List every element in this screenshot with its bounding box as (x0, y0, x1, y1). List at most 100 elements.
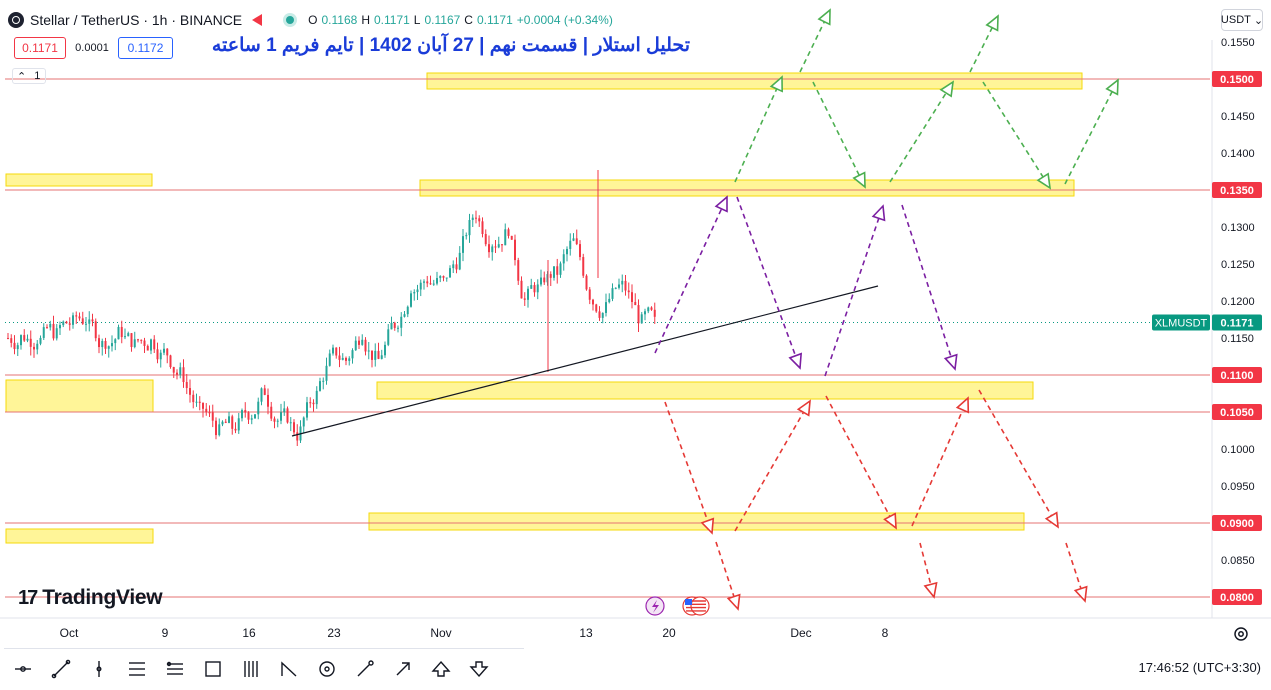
candle-body (650, 307, 653, 310)
clock: 17:46:52 (UTC+3:30) (1138, 660, 1261, 675)
candle-body (475, 217, 477, 219)
green-arrow-6[interactable] (982, 81, 1052, 190)
arrow-up-icon[interactable] (422, 653, 460, 685)
candle-body (263, 388, 266, 395)
long-short-icon[interactable] (232, 653, 270, 685)
y-tick-label: 0.1400 (1221, 148, 1255, 160)
candle-body (491, 246, 494, 253)
zone-5[interactable] (376, 381, 1034, 400)
candle-body (478, 218, 481, 222)
stellar-logo-icon (8, 12, 24, 28)
candle-body (566, 248, 568, 255)
x-tick-label: Oct (60, 626, 79, 640)
zone-1[interactable] (426, 72, 1083, 90)
rectangle-icon[interactable] (194, 653, 232, 685)
buy-button[interactable]: 0.1172 (118, 37, 173, 59)
pattern-icon[interactable] (270, 653, 308, 685)
green-arrow-4[interactable] (889, 80, 955, 183)
candle-body (49, 323, 52, 328)
green-arrow-3[interactable] (812, 81, 866, 189)
candle-body (432, 283, 435, 285)
red-arrow-6[interactable] (919, 542, 938, 599)
green-arrow-2[interactable] (799, 8, 831, 73)
flag-icon[interactable] (252, 14, 263, 26)
green-arrow-1[interactable] (734, 75, 783, 183)
candle-body (10, 338, 13, 343)
candle-body (631, 292, 633, 302)
zone-2[interactable] (5, 173, 153, 187)
candle-body (504, 229, 507, 246)
purple-arrow-3[interactable] (824, 204, 886, 377)
circle-icon[interactable] (308, 653, 346, 685)
green-arrow-5[interactable] (969, 14, 999, 73)
trend-line-icon[interactable] (42, 653, 80, 685)
currency-select[interactable]: USDT ⌄ (1221, 9, 1263, 31)
symbol-header[interactable]: Stellar / TetherUS · 1h · BINANCE O 0.116… (8, 11, 613, 29)
candle-body (293, 422, 295, 433)
candle-body (202, 402, 204, 409)
zone-7[interactable] (5, 528, 154, 544)
candle-body (257, 401, 260, 415)
candle-body (101, 341, 104, 348)
candle-body (371, 350, 373, 360)
candle-body (335, 347, 338, 356)
parallel-channel-icon[interactable] (118, 653, 156, 685)
event-lightning-icon[interactable] (645, 596, 665, 616)
vertical-line-icon[interactable] (80, 653, 118, 685)
candle-body (345, 357, 347, 361)
level-tag-text: 0.0800 (1220, 592, 1254, 604)
candle-body (289, 422, 292, 424)
zone-4[interactable] (5, 379, 154, 413)
candle-body (306, 402, 308, 418)
candle-body (439, 276, 442, 279)
layers-toggle[interactable]: ⌃ 1 (12, 68, 46, 84)
red-arrow-3[interactable] (715, 541, 741, 611)
green-arrow-7[interactable] (1064, 78, 1119, 185)
zone-6[interactable] (368, 512, 1025, 531)
candle-body (429, 283, 432, 285)
candle-body (146, 345, 149, 351)
candle-body (172, 367, 175, 373)
candle-body (286, 408, 289, 423)
settings-gear-icon[interactable] (1232, 625, 1250, 643)
red-arrow-4[interactable] (825, 395, 897, 530)
red-arrow-7[interactable] (978, 389, 1059, 529)
y-tick-label: 0.1200 (1221, 296, 1255, 308)
arrow-icon[interactable] (384, 653, 422, 685)
red-arrow-1[interactable] (664, 401, 715, 535)
candle-body (455, 264, 458, 270)
x-tick-label: 8 (882, 626, 889, 640)
trend-line[interactable] (291, 285, 879, 437)
level-tag-text: 0.1350 (1220, 185, 1254, 197)
open-value: 0.1168 (321, 13, 358, 27)
purple-arrow-1[interactable] (654, 195, 728, 354)
event-us-flag-icon[interactable] (682, 596, 710, 616)
level-tag (1212, 367, 1262, 383)
candle-body (39, 337, 42, 344)
candle-body (634, 301, 637, 306)
candle-body (488, 244, 490, 253)
tradingview-mark: 17 (18, 586, 38, 609)
arrow-down-icon[interactable] (460, 653, 498, 685)
candle-body (549, 274, 552, 278)
fib-icon[interactable] (156, 653, 194, 685)
sell-button[interactable]: 0.1171 (14, 37, 66, 59)
candle-body (527, 288, 529, 300)
spread-value: 0.0001 (75, 42, 109, 54)
purple-arrow-2[interactable] (736, 196, 803, 370)
candle-body (397, 327, 399, 329)
zone-3[interactable] (419, 179, 1075, 197)
candle-body (338, 355, 341, 360)
red-arrow-8[interactable] (1065, 542, 1088, 603)
red-arrow-5[interactable] (911, 396, 970, 527)
cursor-line-icon[interactable] (4, 653, 42, 685)
candle-body (166, 348, 169, 356)
candle-body (117, 326, 120, 340)
candle-body (458, 252, 461, 270)
candle-body (481, 221, 484, 235)
brush-icon[interactable] (346, 653, 384, 685)
red-arrow-2[interactable] (734, 399, 811, 532)
candle-body (68, 323, 71, 325)
purple-arrow-4[interactable] (901, 204, 958, 371)
